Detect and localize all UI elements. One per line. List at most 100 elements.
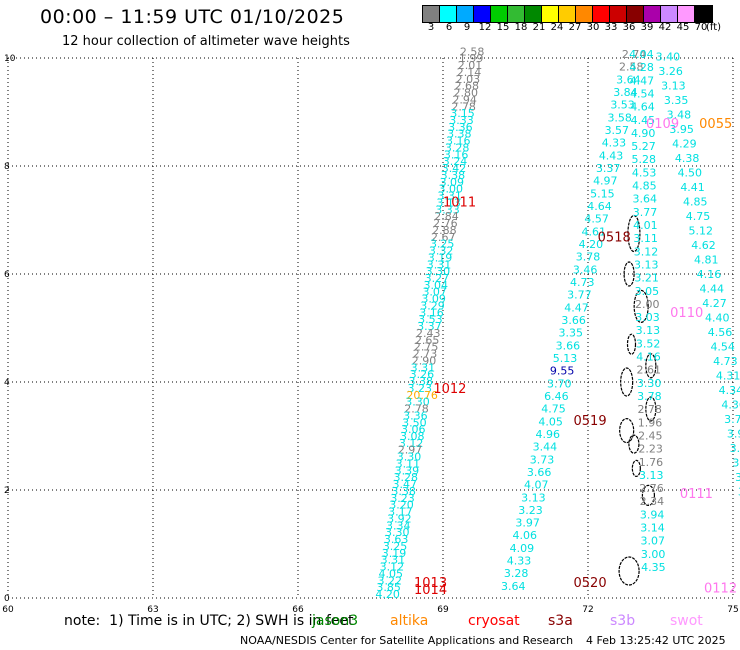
wave-height-value: 4.73 [570,276,595,289]
color-swatch [542,6,559,22]
wave-height-value: 4.41 [680,181,705,194]
wave-height-value: 4.04 [629,48,654,61]
pass-time-label: 1011 [443,196,476,211]
color-swatch [508,6,525,22]
wave-height-value: 3.31 [427,258,452,271]
wave-height-value: 4.90 [631,127,656,140]
y-tick-label: 4 [4,378,10,388]
wave-height-value: 2.58 [460,45,485,58]
wave-height-value: 3.64 [616,73,641,86]
wave-height-value: 3.97 [515,517,540,530]
wave-height-value: 5.13 [553,352,578,365]
satellite-legend-item: cryosat [468,613,520,629]
wave-height-value: 3.40 [656,51,681,64]
satellite-legend-item: s3b [610,613,636,629]
wave-height-value: 4.81 [694,254,719,267]
wave-height-value: 3.16 [419,306,444,319]
wave-height-value: 4.35 [641,561,666,574]
wave-height-value: 4.44 [699,283,724,296]
pass-time-label: 0112 [704,582,737,597]
wave-height-value: 3.24 [443,155,468,168]
wave-height-value: 4.85 [632,180,657,193]
wave-height-value: 2.68 [455,80,480,93]
wave-height-value: 2.74 [622,48,647,61]
wave-height-value: 3.42 [442,162,467,175]
wave-height-value: 3.12 [380,561,405,574]
wave-height-value: 5.28 [632,153,657,166]
wave-height-value: 3.16 [446,135,471,148]
wave-height-value: 5.12 [689,225,714,238]
wave-height-value: 3.27 [425,272,450,285]
wave-height-value: 2.90 [412,354,437,367]
wave-height-value: 2.84 [434,210,459,223]
wave-height-value: 3.33 [449,114,474,127]
wave-height-value: 4.28 [629,61,654,74]
atoll-outline [620,367,634,397]
color-swatch [593,6,610,22]
wave-height-value: 3.38 [409,375,434,388]
wave-height-value: 3.78 [637,390,662,403]
wave-height-value: 3.36 [448,121,473,134]
wave-height-value: 3.58 [607,111,632,124]
pass-time-label: 0109 [646,117,679,132]
color-swatch-label: 18 [514,22,528,33]
wave-height-value: 3.78 [576,251,601,264]
wave-height-value: 3.00 [439,183,464,196]
wave-height-value: 3.44 [533,441,558,454]
wave-height-value: 4.75 [686,210,711,223]
color-swatch [695,6,712,22]
wave-height-value: 3.63 [384,533,409,546]
wave-height-value: 2.80 [453,87,478,100]
wave-height-value: 3.64 [632,193,657,206]
wave-height-value: 3.15 [450,107,475,120]
wave-height-value: 4.45 [631,114,656,127]
color-scale-labels: 3 6 9 12 15 18 21 24 27 30 33 36 39 42 45 70 [422,22,728,33]
wave-height-value: 4.16 [697,268,722,281]
wave-height-value: 9.55 [550,365,575,378]
credit-line: NOAA/NESDIS Center for Satellite Applica… [240,634,574,647]
wave-height-value: 3.66 [561,314,586,327]
wave-height-value: 4.47 [564,301,589,314]
wave-height-value: 4.31 [716,369,740,382]
color-swatch-label: 15 [496,22,510,33]
color-swatch-label: 3 [427,22,435,33]
wave-height-value: 4.97 [593,175,618,188]
atoll-outline [645,396,657,422]
color-swatch [661,6,678,22]
wave-height-value: 4.07 [524,479,549,492]
atoll-outline [628,434,640,454]
wave-height-value: 2.45 [638,429,663,442]
wave-height-value: 2.34 [640,495,665,508]
color-scale-bar [422,5,713,23]
wave-height-value: 3.11 [633,232,658,245]
wave-height-value: 2.73 [413,348,438,361]
wave-height-value: 3.37 [417,320,442,333]
wave-height-value: 4.20 [375,588,400,601]
wave-height-value: 2.76 [433,217,458,230]
wave-height-value: 3.00 [641,548,666,561]
pass-time-label: 0055 [699,117,732,132]
wave-height-value: 4.54 [710,341,735,354]
wave-height-value: 3.38 [447,128,472,141]
wave-height-value: 3.64 [501,580,526,593]
wave-height-value: 2.23 [638,443,663,456]
wave-height-value: 3.23 [390,492,415,505]
wave-height-value: 3.46 [573,263,598,276]
wave-height-value: 1.76 [639,456,664,469]
wave-height-value: 3.39 [395,464,420,477]
wave-height-value: 3.31 [437,190,462,203]
atoll-outline [633,289,649,323]
color-swatch [474,6,491,22]
x-tick-label: 66 [292,605,304,615]
wave-height-value: 3.28 [394,471,419,484]
wave-height-value: 2.67 [431,231,456,244]
wave-height-value: 2.78 [637,403,662,416]
wave-height-value: 3.53 [418,313,443,326]
color-swatch-label: 70 [694,22,708,33]
wave-height-value: 3.94 [640,508,665,521]
wave-height-value: 3.23 [518,504,543,517]
wave-height-value: 3.07 [422,286,447,299]
wave-height-value: 2.43 [416,327,441,340]
wave-height-value: 3.31 [381,554,406,567]
